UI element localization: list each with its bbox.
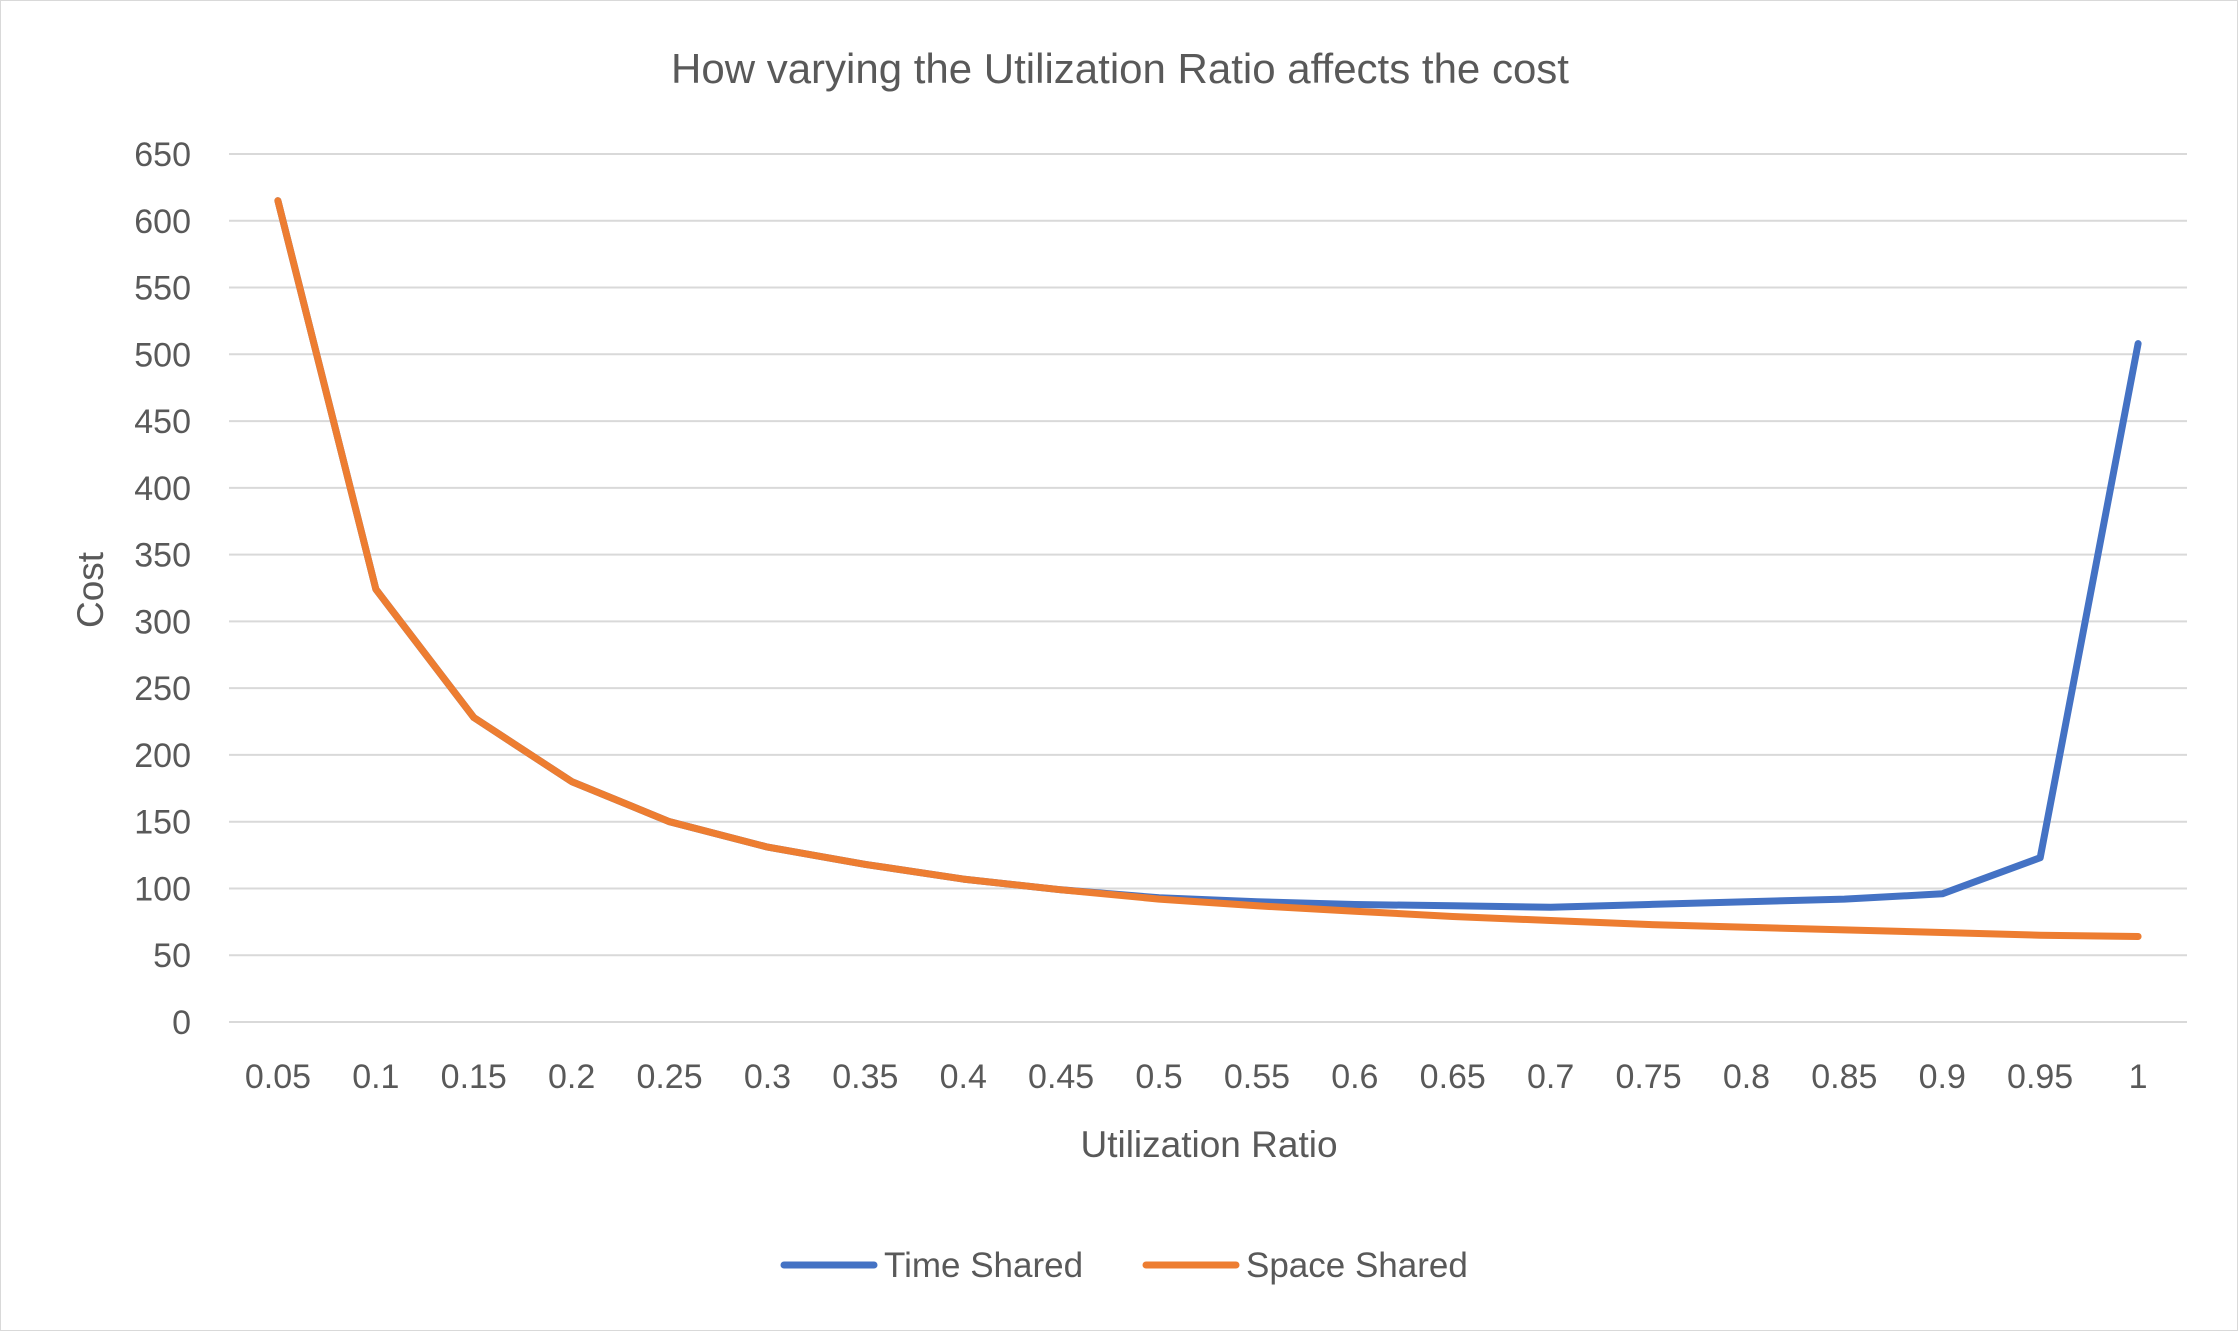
legend-label: Space Shared: [1246, 1246, 1468, 1285]
x-tick-label: 0.2: [548, 1058, 595, 1096]
x-tick-label: 0.9: [1919, 1058, 1966, 1096]
y-tick-label: 350: [134, 537, 191, 575]
x-tick-label: 0.45: [1028, 1058, 1094, 1096]
x-tick-label: 0.5: [1135, 1058, 1182, 1096]
series-lines: [274, 197, 2142, 940]
y-tick-label: 300: [134, 603, 191, 641]
y-tick-label: 100: [134, 870, 191, 908]
y-tick-label: 200: [134, 737, 191, 775]
gridlines: [229, 153, 2187, 1023]
chart-title: How varying the Utilization Ratio affect…: [671, 45, 1569, 92]
x-tick-label: 0.65: [1420, 1058, 1486, 1096]
x-tick-label: 0.95: [2007, 1058, 2073, 1096]
x-tick-label: 0.05: [245, 1058, 311, 1096]
y-tick-label: 50: [153, 937, 191, 975]
y-axis-ticks: 0 50 100 150 200 250 300 350 400 450 500 550 600 650: [134, 136, 191, 1042]
y-tick-label: 150: [134, 804, 191, 842]
x-tick-label: 0.85: [1811, 1058, 1877, 1096]
x-tick-label: 0.4: [940, 1058, 987, 1096]
series-line-space-shared: [274, 197, 2142, 940]
x-tick-label: 0.25: [636, 1058, 702, 1096]
x-tick-label: 0.75: [1615, 1058, 1681, 1096]
x-tick-label: 0.8: [1723, 1058, 1770, 1096]
y-axis-title: Cost: [70, 551, 111, 628]
y-tick-label: 400: [134, 470, 191, 508]
x-tick-label: 0.15: [441, 1058, 507, 1096]
x-tick-label: 0.7: [1527, 1058, 1574, 1096]
y-tick-label: 500: [134, 336, 191, 374]
x-axis-ticks: 0.05 0.1 0.15 0.2 0.25 0.3 0.35 0.4 0.45 0.5 0.55 0…: [245, 1058, 2148, 1096]
y-tick-label: 650: [134, 136, 191, 174]
y-tick-label: 250: [134, 670, 191, 708]
y-tick-label: 600: [134, 203, 191, 241]
x-tick-label: 0.1: [352, 1058, 399, 1096]
x-axis-title: Utilization Ratio: [1080, 1124, 1337, 1165]
x-tick-label: 1: [2129, 1058, 2148, 1096]
legend-label: Time Shared: [884, 1246, 1083, 1285]
y-tick-label: 0: [172, 1004, 191, 1042]
x-tick-label: 0.55: [1224, 1058, 1290, 1096]
legend: Time Shared Space Shared: [780, 1246, 1468, 1285]
x-tick-label: 0.35: [832, 1058, 898, 1096]
y-tick-label: 450: [134, 403, 191, 441]
x-tick-label: 0.3: [744, 1058, 791, 1096]
x-tick-label: 0.6: [1331, 1058, 1378, 1096]
y-tick-label: 550: [134, 270, 191, 308]
